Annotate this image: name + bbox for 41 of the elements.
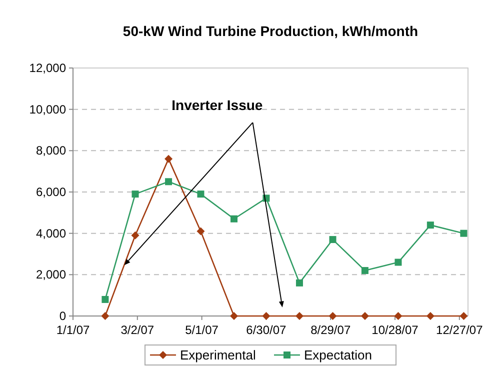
point — [230, 312, 238, 320]
point — [262, 312, 270, 320]
x-tick-label: 5/1/07 — [185, 323, 219, 337]
point — [361, 267, 368, 274]
legend-label: Experimental — [180, 348, 256, 362]
point — [197, 190, 204, 198]
point — [101, 312, 110, 320]
point — [131, 231, 140, 240]
point — [426, 312, 434, 320]
point — [102, 296, 109, 303]
x-tick-label: 6/30/07 — [246, 323, 287, 337]
y-tick-label: 10,000 — [29, 102, 66, 116]
point — [426, 222, 434, 229]
chart-title: 50-kW Wind Turbine Production, kWh/month — [122, 23, 418, 39]
point — [296, 279, 303, 286]
x-tick-label: 3/2/07 — [120, 323, 154, 337]
y-tick-label: 0 — [59, 309, 66, 323]
point — [164, 154, 173, 163]
y-tick-label: 12,000 — [29, 61, 66, 75]
point — [165, 178, 172, 186]
point — [132, 190, 139, 198]
point — [460, 230, 468, 237]
x-tick-label: 10/28/07 — [372, 323, 419, 337]
point — [460, 312, 468, 320]
point — [394, 312, 402, 320]
point — [329, 236, 336, 244]
legend-label: Expectation — [304, 348, 372, 362]
y-tick-label: 2,000 — [36, 268, 66, 282]
point — [328, 312, 337, 320]
point — [295, 312, 304, 320]
annotation: Inverter Issue — [172, 97, 263, 114]
point — [230, 215, 238, 222]
y-tick-label: 8,000 — [36, 144, 66, 158]
y-tick-label: 6,000 — [36, 185, 66, 199]
point — [196, 227, 205, 236]
x-tick-label: 1/1/07 — [56, 323, 90, 337]
point — [360, 312, 369, 320]
x-tick-label: 8/29/07 — [310, 323, 351, 337]
point — [394, 258, 402, 266]
x-tick-label: 12/27/07 — [436, 323, 484, 337]
y-tick-label: 4,000 — [36, 226, 66, 240]
